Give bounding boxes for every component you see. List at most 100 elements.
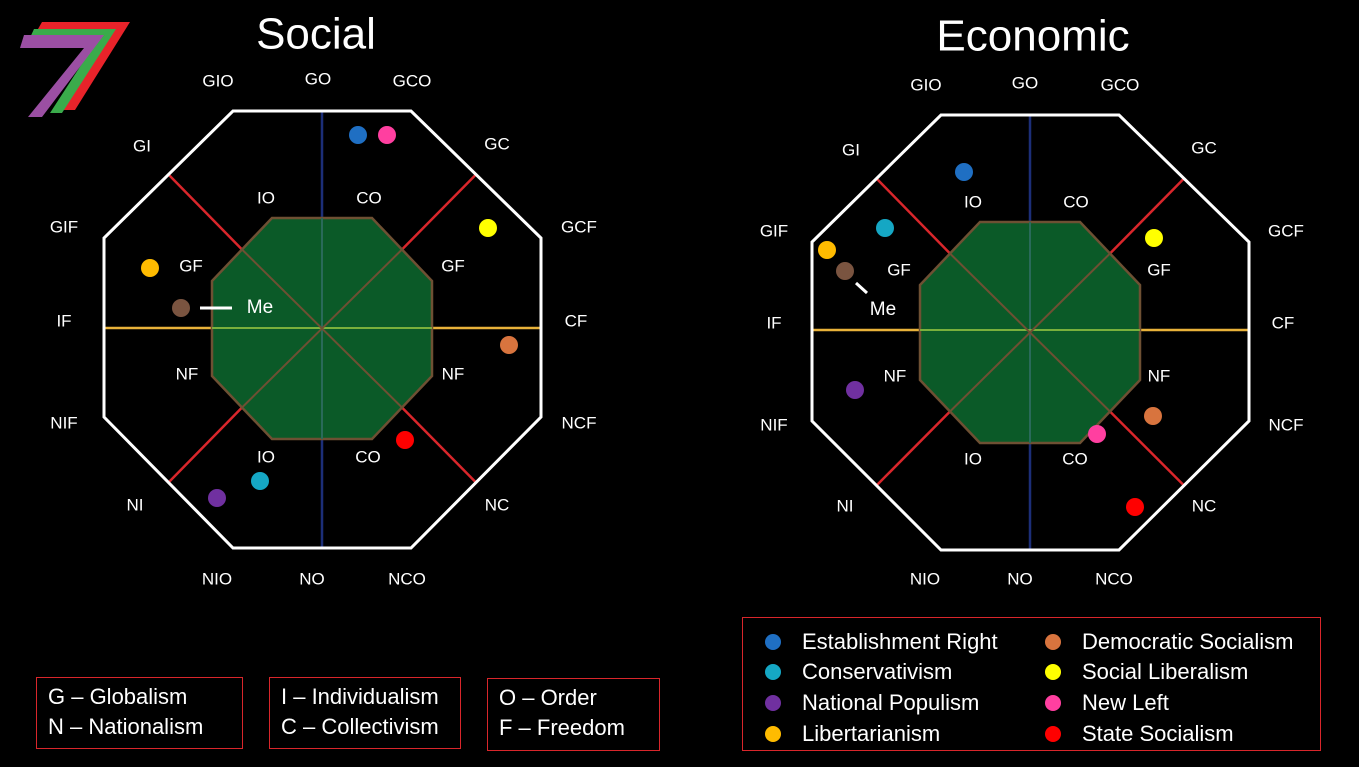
ideology-dot-new-left (1088, 425, 1106, 443)
chart-title: Economic (936, 12, 1129, 61)
legend-color-dot (1045, 695, 1061, 711)
legend-label: New Left (1082, 690, 1169, 715)
outer-region-label: CF (1272, 313, 1295, 332)
ideology-dot-libertarianism (141, 259, 159, 277)
inner-region-label: NF (1148, 366, 1171, 385)
outer-region-label: GCO (393, 71, 432, 90)
outer-region-label: GIF (50, 217, 78, 236)
legend-item: State Socialism (1045, 719, 1234, 749)
ideology-dot-democratic-socialism (500, 336, 518, 354)
inner-region-label: CO (1063, 192, 1089, 211)
inner-region-label: NF (176, 364, 199, 383)
inner-region-label: CO (1062, 449, 1088, 468)
legend-item: Conservativism (765, 657, 952, 687)
outer-region-label: GO (305, 69, 331, 88)
ideology-legend: Establishment Right Conservativism Nationa… (742, 617, 1321, 751)
legend-color-dot (765, 695, 781, 711)
diagonal-axis (401, 406, 477, 484)
ideology-dot-new-left (378, 126, 396, 144)
outer-octagon (102, 109, 543, 550)
diagonal-axis (875, 177, 951, 255)
outer-region-label: IF (766, 313, 781, 332)
diagonal-axis (1109, 410, 1185, 487)
legend-label: Social Liberalism (1082, 659, 1249, 684)
legend-label: State Socialism (1082, 721, 1234, 746)
logo-icon (20, 22, 130, 117)
inner-region-label: IO (964, 192, 982, 211)
ideology-dot-me (172, 299, 190, 317)
legend-item: Social Liberalism (1045, 657, 1248, 687)
inner-region-label: IO (964, 449, 982, 468)
inner-region-label: GF (1147, 260, 1171, 279)
outer-region-label: GCF (561, 217, 597, 236)
compass-economic: Economic GIO GO GCO GC GCF CF NCF NC NCO NO NIO NI NI… (760, 12, 1304, 589)
key-text: I – Individualism (281, 684, 439, 709)
ideology-dot-establishment-right (955, 163, 973, 181)
outer-region-label: GCO (1101, 75, 1140, 94)
diagonal-axis (167, 406, 243, 484)
outer-region-label: NCF (1269, 415, 1304, 434)
outer-octagon (810, 113, 1251, 552)
inner-region-label: GF (441, 256, 465, 275)
logo-stripe (28, 29, 116, 113)
key-text: F – Freedom (499, 715, 625, 740)
inner-region-label: IO (257, 447, 275, 466)
ideology-dot-libertarianism (818, 241, 836, 259)
outer-region-label: GI (842, 140, 860, 159)
ideology-dot-conservativism (876, 219, 894, 237)
inner-region-label: CO (355, 447, 381, 466)
me-pointer (854, 281, 869, 295)
inner-region-label: CO (356, 188, 382, 207)
center-diagonal (241, 248, 403, 409)
outer-region-label: NC (485, 495, 510, 514)
ideology-dot-social-liberalism (1145, 229, 1163, 247)
legend-color-dot (1045, 634, 1061, 650)
outer-region-label: GIO (202, 71, 233, 90)
outer-region-label: NIO (202, 569, 232, 588)
key-box-order: O – Order F – Freedom (487, 678, 660, 751)
outer-region-label: NO (299, 569, 325, 588)
me-label: Me (870, 299, 896, 320)
logo-stripe (20, 35, 104, 117)
legend-label: Libertarianism (802, 721, 941, 746)
legend-label: Democratic Socialism (1082, 629, 1294, 654)
outer-region-label: GC (484, 134, 510, 153)
outer-region-label: GO (1012, 73, 1038, 92)
outer-region-label: NO (1007, 569, 1033, 588)
center-diagonal (949, 252, 1111, 413)
ideology-dot-democratic-socialism (1144, 407, 1162, 425)
ideology-dot-national-populism (846, 381, 864, 399)
outer-region-label: NCF (562, 413, 597, 432)
outer-region-label: NIO (910, 569, 940, 588)
inner-region-label: IO (257, 188, 275, 207)
outer-region-label: IF (56, 311, 71, 330)
ideology-dot-national-populism (208, 489, 226, 507)
chart-title: Social (256, 10, 376, 59)
outer-region-label: NI (837, 496, 854, 515)
key-box-individualism: I – Individualism C – Collectivism (269, 677, 461, 749)
outer-region-label: GIO (910, 75, 941, 94)
me-label: Me (247, 297, 273, 318)
legend-label: National Populism (802, 690, 980, 715)
key-box-globalism: G – Globalism N – Nationalism (36, 677, 243, 749)
outer-region-label: GCF (1268, 221, 1304, 240)
outer-region-label: NCO (1095, 569, 1133, 588)
outer-region-label: NCO (388, 569, 426, 588)
ideology-dot-conservativism (251, 472, 269, 490)
diagonal-axis (1109, 177, 1185, 255)
compass-social: Social GIO GO GCO GC GCF CF NCF NC NCO NO NIO NI NIF I… (50, 10, 597, 589)
outer-region-label: NI (127, 495, 144, 514)
ideology-dot-me (836, 262, 854, 280)
diagonal-axis (875, 410, 951, 487)
key-text: N – Nationalism (48, 714, 204, 739)
outer-region-label: CF (565, 311, 588, 330)
legend-item: New Left (1045, 688, 1169, 718)
ideology-dot-establishment-right (349, 126, 367, 144)
legend-color-dot (1045, 726, 1061, 742)
inner-region-label: GF (179, 256, 203, 275)
outer-region-label: GIF (760, 221, 788, 240)
legend-color-dot (765, 664, 781, 680)
key-text: C – Collectivism (281, 714, 439, 739)
diagonal-axis (401, 173, 477, 251)
